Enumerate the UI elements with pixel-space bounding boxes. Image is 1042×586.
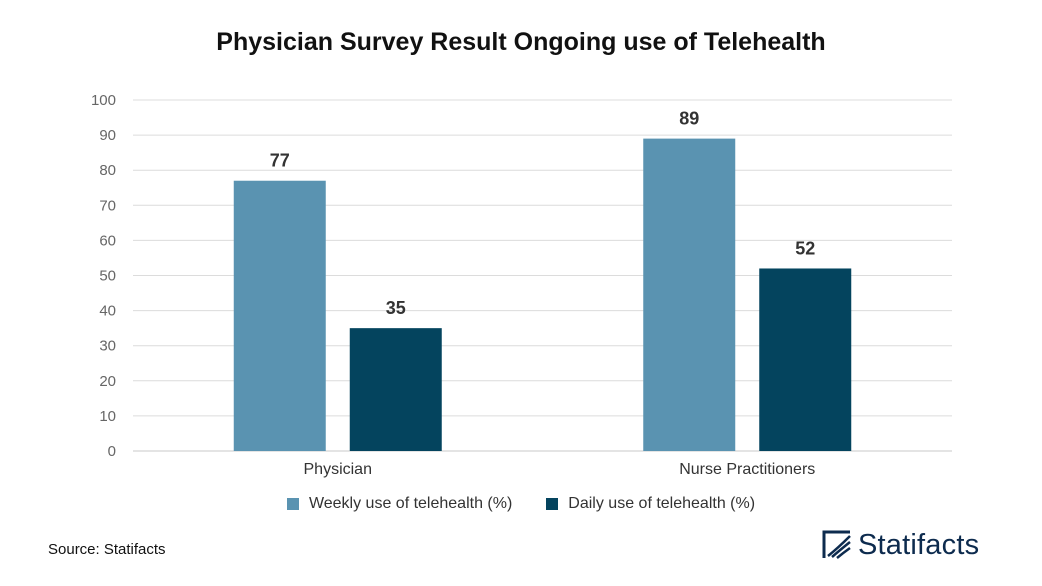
source-note: Source: Statifacts — [48, 541, 166, 558]
category-labels: Physician Nurse Practitioners — [304, 461, 816, 478]
y-tick-label: 60 — [99, 232, 116, 249]
legend: Weekly use of telehealth (%) Daily use o… — [0, 495, 1042, 513]
brand-logo: Statifacts — [822, 528, 979, 562]
y-tick-label: 0 — [108, 443, 116, 460]
x-category-label: Nurse Practitioners — [679, 461, 815, 478]
brand-name: Statifacts — [858, 528, 980, 561]
data-label: 52 — [795, 238, 815, 258]
y-tick-label: 80 — [99, 162, 116, 179]
legend-label-daily: Daily use of telehealth (%) — [568, 495, 756, 512]
legend-label-weekly: Weekly use of telehealth (%) — [308, 495, 513, 512]
y-tick-label: 100 — [91, 92, 116, 109]
data-labels: 77 35 89 52 — [270, 109, 816, 319]
legend-item-weekly: Weekly use of telehealth (%) — [286, 495, 513, 513]
bar-daily — [349, 328, 442, 451]
legend-swatch-daily — [546, 498, 559, 510]
y-tick-label: 30 — [99, 338, 116, 355]
bars — [233, 138, 852, 452]
y-tick-label: 20 — [99, 373, 116, 390]
y-tick-label: 90 — [99, 127, 116, 144]
bar-weekly — [643, 138, 736, 452]
legend-swatch-weekly — [286, 498, 299, 510]
bar-weekly — [233, 180, 326, 452]
data-label: 89 — [679, 109, 699, 129]
x-category-label: Physician — [304, 461, 372, 478]
y-tick-label: 40 — [99, 303, 116, 320]
y-tick-label: 50 — [99, 268, 116, 285]
legend-item-daily: Daily use of telehealth (%) — [546, 495, 755, 513]
data-label: 35 — [386, 298, 406, 318]
y-tick-label: 10 — [99, 408, 116, 425]
chart-title: Physician Survey Result Ongoing use of T… — [216, 28, 826, 56]
data-label: 77 — [270, 151, 290, 171]
bar-daily — [759, 268, 852, 451]
y-tick-label: 70 — [99, 197, 116, 214]
statifacts-logo-icon — [822, 530, 852, 560]
y-axis-ticks: 0 10 20 30 40 50 60 70 80 90 100 — [91, 92, 116, 460]
